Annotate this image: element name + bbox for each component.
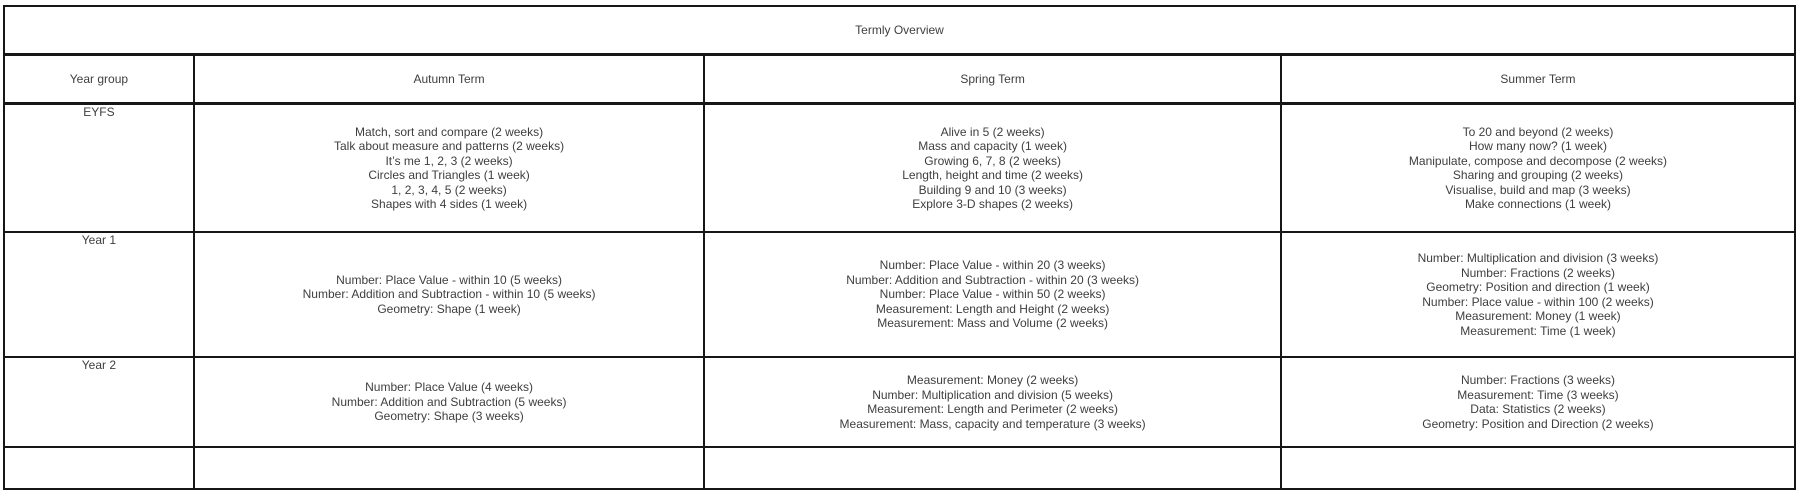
column-header-spring-term: Spring Term — [703, 53, 1282, 105]
curriculum-unit: Talk about measure and patterns (2 weeks… — [333, 139, 565, 153]
curriculum-unit: Make connections (1 week) — [1464, 197, 1612, 211]
curriculum-unit: Number: Multiplication and division (5 w… — [872, 387, 1113, 402]
curriculum-unit: How many now? (1 week) — [1468, 139, 1607, 153]
spring-term-units: Alive in 5 (2 weeks) Mass and capacity (1… — [703, 102, 1282, 233]
curriculum-unit: Manipulate, compose and decompose (2 wee… — [1408, 153, 1668, 168]
document-sheet: Termly Overview Year group Autumn Term S… — [3, 5, 1797, 490]
year-group-label — [3, 446, 195, 490]
curriculum-unit: Number: Place Value - within 50 (2 weeks… — [879, 287, 1106, 302]
curriculum-unit: Circles and Triangles (1 week) — [368, 168, 530, 182]
title-row: Termly Overview — [3, 5, 1796, 56]
autumn-term-units — [192, 446, 706, 490]
year-group-label: EYFS — [3, 102, 195, 233]
curriculum-unit: Mass and capacity (1 week) — [918, 139, 1067, 153]
column-header-summer-term: Summer Term — [1279, 53, 1797, 105]
spring-term-units: Number: Place Value - within 20 (3 weeks… — [703, 231, 1282, 358]
curriculum-unit: Number: Multiplication and division (3 w… — [1417, 251, 1659, 265]
curriculum-unit: It’s me 1, 2, 3 (2 weeks) — [385, 153, 513, 168]
page-title: Termly Overview — [3, 5, 1796, 56]
curriculum-unit: Geometry: Shape (1 week) — [377, 301, 521, 316]
curriculum-unit: Geometry: Position and Direction (2 week… — [1422, 416, 1654, 431]
table-row-year-1: Year 1 Number: Place Value - within 10 (… — [3, 231, 1797, 358]
curriculum-unit: Measurement: Mass and Volume (2 weeks) — [877, 316, 1108, 331]
curriculum-unit: Number: Addition and Subtraction - withi… — [846, 272, 1140, 287]
curriculum-unit: Number: Addition and Subtraction - withi… — [302, 287, 596, 302]
summer-term-units — [1279, 446, 1797, 490]
curriculum-unit: Number: Addition and Subtraction (5 week… — [331, 394, 567, 409]
curriculum-unit: Measurement: Time (3 weeks) — [1457, 387, 1619, 402]
curriculum-unit: Geometry: Position and direction (1 week… — [1426, 280, 1650, 294]
spring-term-units — [703, 446, 1282, 490]
curriculum-unit: Match, sort and compare (2 weeks) — [355, 124, 544, 139]
spring-term-units: Measurement: Money (2 weeks) Number: Mult… — [703, 356, 1282, 448]
summer-term-units: To 20 and beyond (2 weeks) How many now? … — [1279, 102, 1797, 233]
column-header-row: Year group Autumn Term Spring Term Summe… — [3, 53, 1797, 105]
curriculum-unit: Number: Fractions (3 weeks) — [1460, 373, 1615, 387]
curriculum-unit: Number: Place Value (4 weeks) — [365, 380, 533, 395]
curriculum-unit: Data: Statistics (2 weeks) — [1470, 402, 1606, 416]
column-header-year-group: Year group — [3, 53, 195, 105]
curriculum-unit: Measurement: Length and Height (2 weeks) — [875, 301, 1110, 316]
curriculum-unit: Measurement: Mass, capacity and temperat… — [839, 416, 1146, 431]
termly-overview-table: Termly Overview Year group Autumn Term S… — [3, 5, 1797, 490]
curriculum-unit: Measurement: Time (1 week) — [1460, 323, 1616, 338]
curriculum-unit: Geometry: Shape (3 weeks) — [374, 409, 524, 424]
year-group-label: Year 2 — [3, 356, 195, 448]
curriculum-unit: Number: Place value - within 100 (2 week… — [1422, 294, 1654, 309]
table-row-year-2: Year 2 Number: Place Value (4 weeks) Numb… — [3, 356, 1797, 448]
curriculum-unit: Growing 6, 7, 8 (2 weeks) — [924, 153, 1061, 168]
curriculum-unit: Number: Place Value - within 10 (5 weeks… — [336, 272, 562, 287]
curriculum-unit: Length, height and time (2 weeks) — [902, 168, 1083, 182]
curriculum-unit: Number: Fractions (2 weeks) — [1460, 265, 1615, 280]
curriculum-unit: Building 9 and 10 (3 weeks) — [918, 182, 1067, 197]
year-group-label: Year 1 — [3, 231, 195, 358]
curriculum-unit: Sharing and grouping (2 weeks) — [1452, 168, 1624, 182]
summer-term-units: Number: Fractions (3 weeks) Measurement: … — [1279, 356, 1797, 448]
curriculum-unit: Measurement: Money (2 weeks) — [906, 373, 1079, 387]
curriculum-unit: 1, 2, 3, 4, 5 (2 weeks) — [391, 182, 507, 197]
curriculum-unit: Alive in 5 (2 weeks) — [940, 124, 1045, 139]
autumn-term-units: Number: Place Value (4 weeks) Number: Add… — [192, 356, 706, 448]
column-header-autumn-term: Autumn Term — [192, 53, 706, 105]
curriculum-unit: To 20 and beyond (2 weeks) — [1462, 124, 1614, 139]
autumn-term-units: Match, sort and compare (2 weeks) Talk ab… — [192, 102, 706, 233]
curriculum-unit: Explore 3-D shapes (2 weeks) — [912, 197, 1073, 211]
curriculum-unit: Number: Place Value - within 20 (3 weeks… — [879, 258, 1106, 273]
curriculum-unit: Measurement: Money (1 week) — [1455, 309, 1621, 323]
summer-term-units: Number: Multiplication and division (3 w… — [1279, 231, 1797, 358]
autumn-term-units: Number: Place Value - within 10 (5 weeks… — [192, 231, 706, 358]
curriculum-unit: Visualise, build and map (3 weeks) — [1445, 182, 1631, 197]
table-row-eyfs: EYFS Match, sort and compare (2 weeks) Ta… — [3, 102, 1797, 233]
table-row-partial — [3, 446, 1797, 490]
curriculum-unit: Measurement: Length and Perimeter (2 wee… — [867, 402, 1118, 416]
curriculum-unit: Shapes with 4 sides (1 week) — [371, 197, 528, 211]
